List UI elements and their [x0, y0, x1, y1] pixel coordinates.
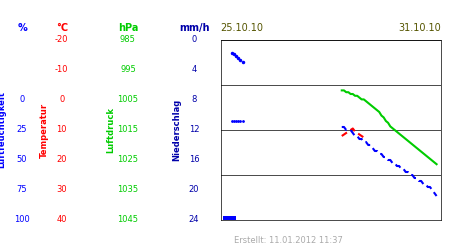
Text: mm/h: mm/h [179, 23, 209, 33]
Text: 10: 10 [57, 126, 67, 134]
Text: 25.10.10: 25.10.10 [220, 23, 264, 33]
Text: Erstellt: 11.01.2012 11:37: Erstellt: 11.01.2012 11:37 [234, 236, 343, 245]
Text: Luftfeuchtigkeit: Luftfeuchtigkeit [0, 92, 7, 168]
Text: 24: 24 [189, 216, 199, 224]
Text: 30: 30 [56, 186, 67, 194]
Text: 4: 4 [191, 66, 197, 74]
Text: %: % [17, 23, 27, 33]
Text: 40: 40 [57, 216, 67, 224]
Text: 1035: 1035 [117, 186, 139, 194]
Text: 100: 100 [14, 216, 30, 224]
Text: 1005: 1005 [117, 96, 139, 104]
Text: 8: 8 [191, 96, 197, 104]
Text: 0: 0 [19, 96, 25, 104]
Text: 12: 12 [189, 126, 199, 134]
Text: 985: 985 [120, 36, 136, 44]
Text: 995: 995 [120, 66, 136, 74]
Text: 1045: 1045 [117, 216, 139, 224]
Text: -10: -10 [55, 66, 68, 74]
Text: -20: -20 [55, 36, 68, 44]
Text: 25: 25 [17, 126, 27, 134]
Text: Niederschlag: Niederschlag [172, 99, 181, 161]
Text: Temperatur: Temperatur [40, 102, 49, 158]
Text: 20: 20 [189, 186, 199, 194]
Text: 0: 0 [191, 36, 197, 44]
Text: Luftdruck: Luftdruck [106, 107, 115, 153]
Text: hPa: hPa [118, 23, 138, 33]
Text: 16: 16 [189, 156, 199, 164]
Text: 31.10.10: 31.10.10 [398, 23, 441, 33]
Text: 50: 50 [17, 156, 27, 164]
Bar [223, 216, 236, 220]
Text: 1015: 1015 [117, 126, 139, 134]
Text: 1025: 1025 [117, 156, 139, 164]
Text: 0: 0 [59, 96, 64, 104]
Text: 75: 75 [17, 186, 27, 194]
Text: °C: °C [56, 23, 68, 33]
Text: 20: 20 [57, 156, 67, 164]
